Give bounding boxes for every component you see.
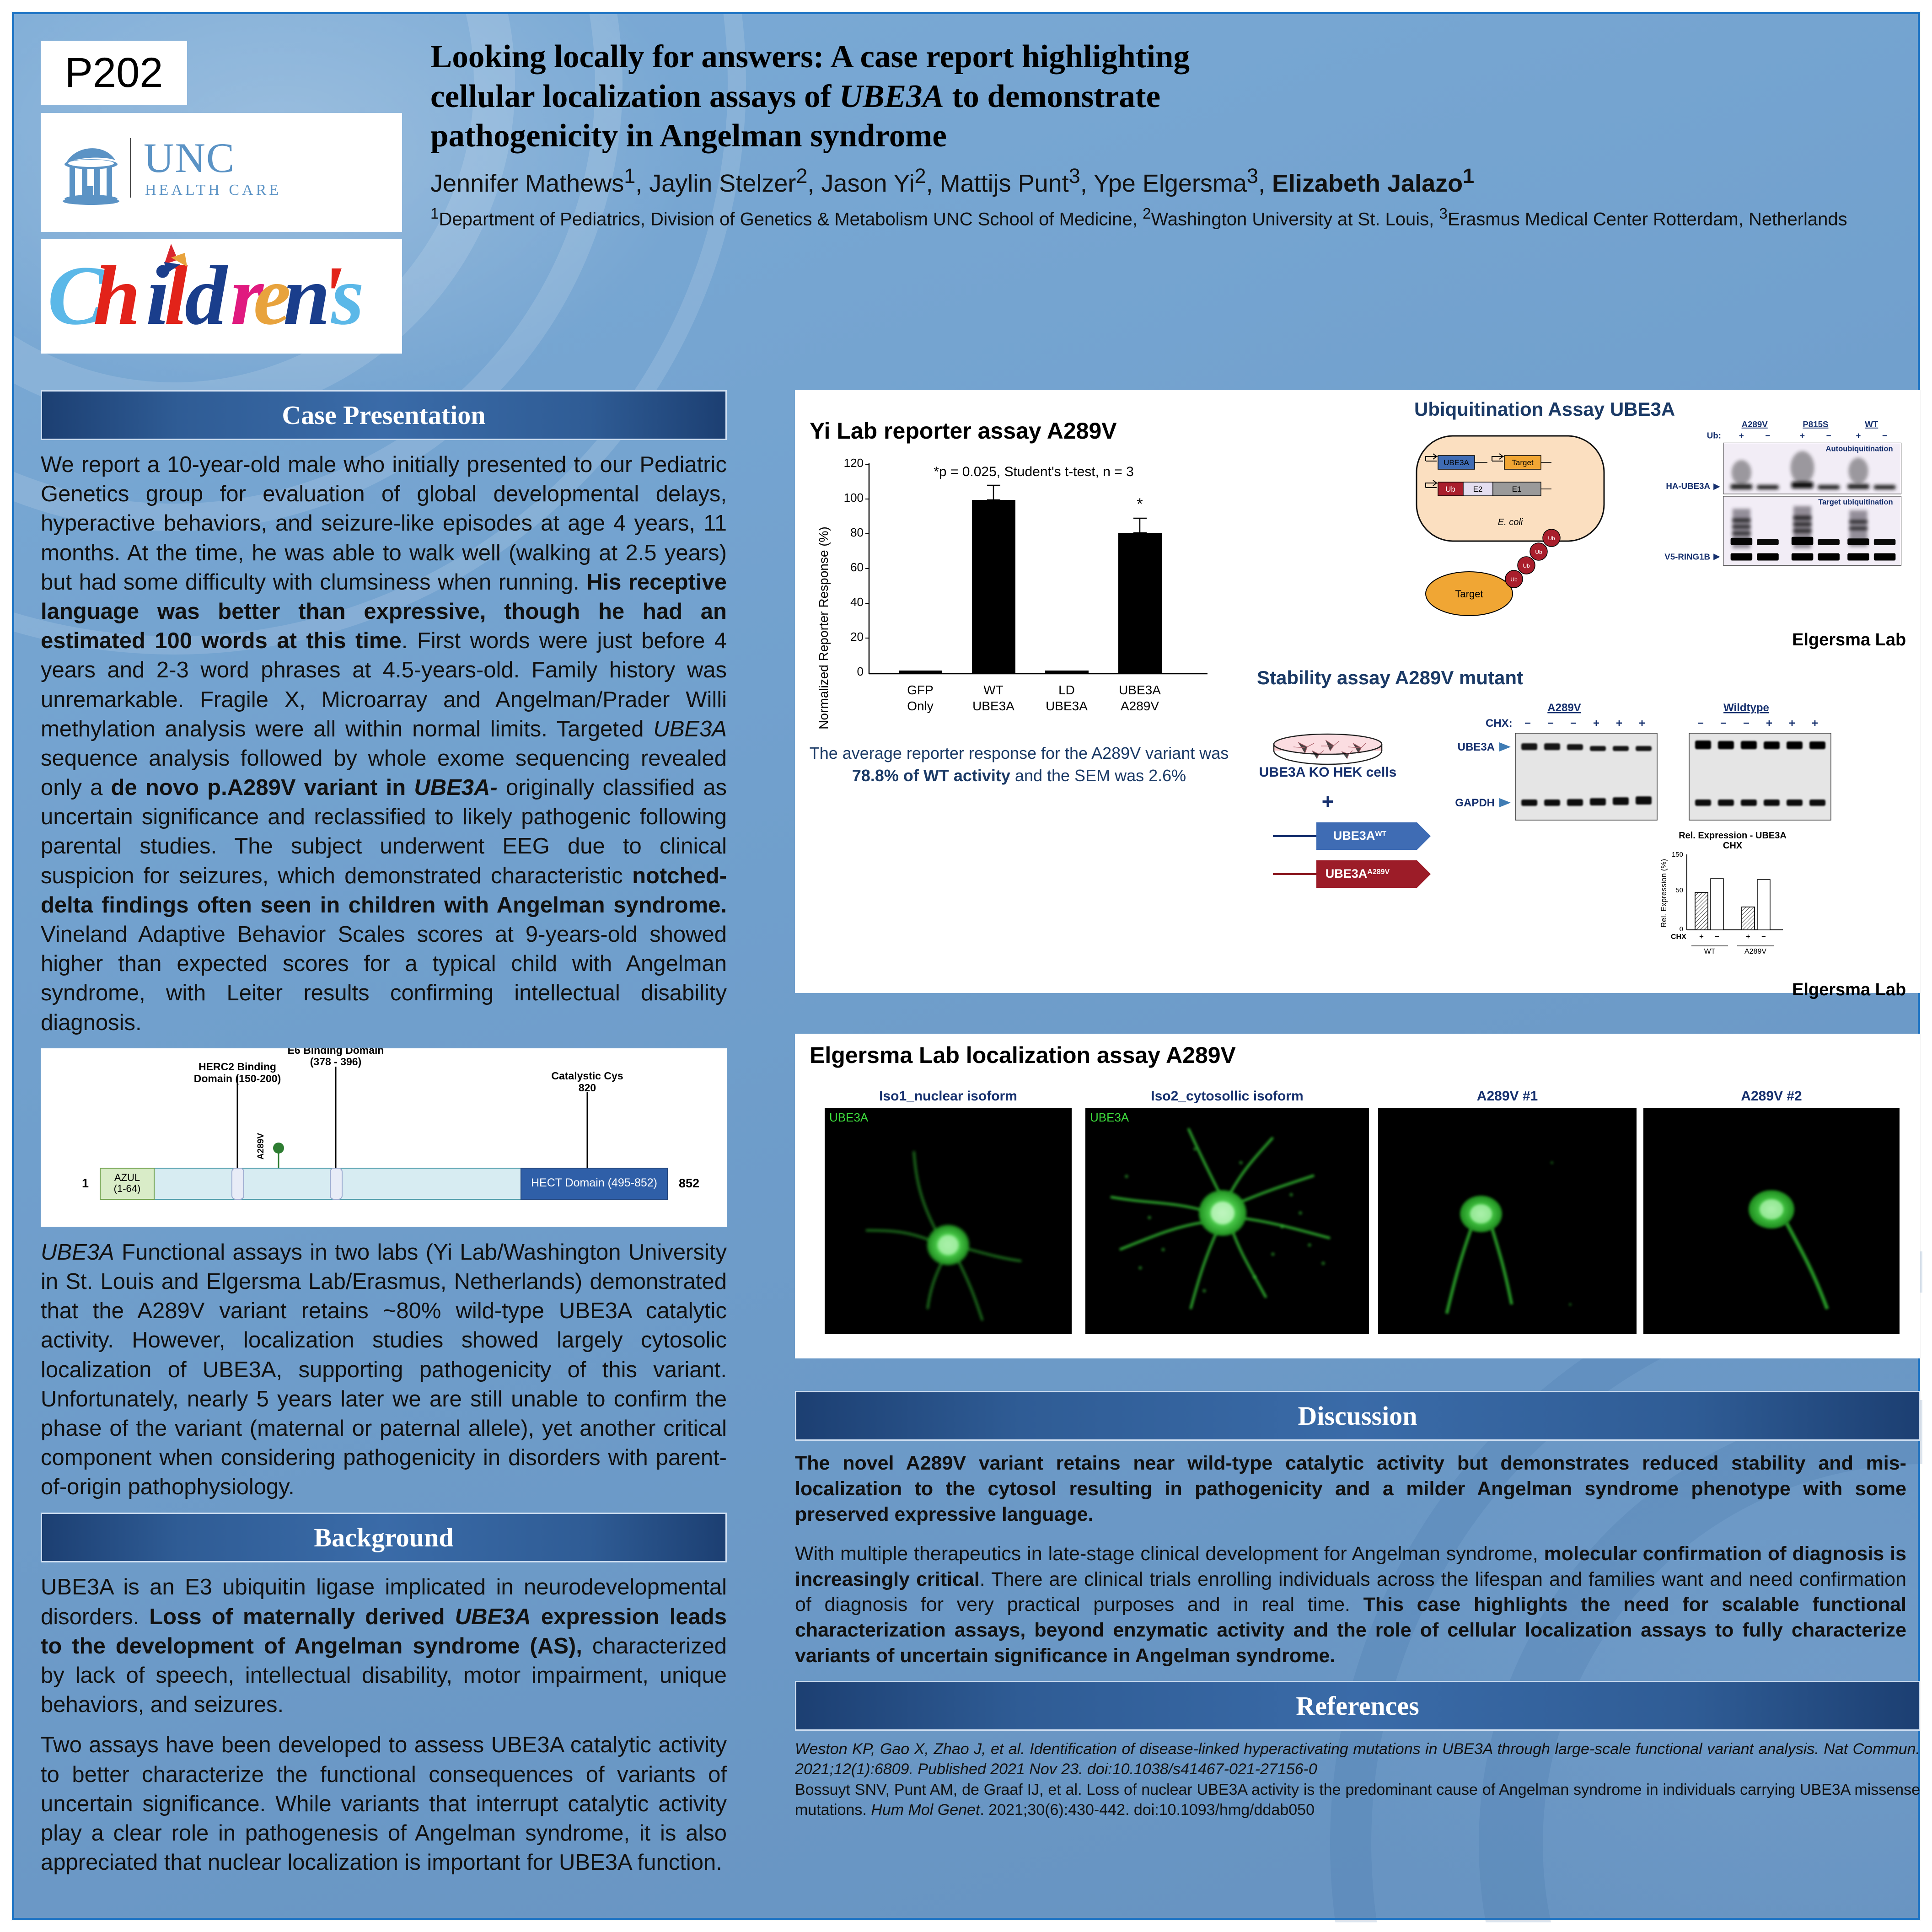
svg-text:Autoubiquitination: Autoubiquitination: [1826, 444, 1893, 453]
svg-text:Rel. Expression - UBE3A: Rel. Expression - UBE3A: [1679, 831, 1787, 841]
svg-text:Ub: Ub: [1523, 563, 1530, 569]
svg-text:*: *: [1137, 495, 1143, 513]
svg-text:+: +: [1739, 430, 1744, 440]
svg-text:UBE3A: UBE3A: [1458, 741, 1495, 753]
svg-text:WT: WT: [1865, 420, 1878, 429]
svg-text:Ub: Ub: [1535, 549, 1542, 555]
svg-text:Domain (150-200): Domain (150-200): [194, 1073, 281, 1084]
svg-text:WT: WT: [983, 683, 1004, 697]
svg-text:60: 60: [850, 560, 864, 574]
svg-text:GAPDH: GAPDH: [1455, 797, 1495, 809]
svg-text:+: +: [1639, 717, 1645, 730]
svg-text:CHX:: CHX:: [1486, 717, 1513, 730]
svg-text:−: −: [1697, 717, 1704, 730]
svg-text:V5-RING1B: V5-RING1B: [1664, 552, 1710, 561]
svg-text:−: −: [1761, 932, 1766, 941]
svg-text:CHX: CHX: [1671, 933, 1686, 941]
svg-text:A289V: A289V: [1742, 420, 1768, 429]
svg-text:E6 Binding Domain: E6 Binding Domain: [288, 1048, 384, 1056]
svg-text:A289V: A289V: [1744, 948, 1766, 955]
svg-text:*p = 0.025, Student's t-test,: *p = 0.025, Student's t-test, n = 3: [934, 464, 1134, 479]
svg-text:−: −: [1524, 717, 1531, 730]
svg-text:100: 100: [844, 491, 864, 504]
svg-text:+: +: [1800, 430, 1805, 440]
svg-text:+: +: [1322, 789, 1334, 813]
svg-text:−: −: [1882, 430, 1887, 440]
svg-text:+: +: [1789, 717, 1795, 730]
svg-text:0: 0: [1680, 925, 1683, 933]
svg-text:UBE3A: UBE3A: [1119, 683, 1161, 697]
svg-text:HA-UBE3A: HA-UBE3A: [1666, 481, 1710, 491]
svg-text:0: 0: [857, 665, 864, 678]
svg-text:+: +: [1766, 717, 1772, 730]
svg-text:Target ubiquitination: Target ubiquitination: [1818, 498, 1893, 506]
svg-text:Ub: Ub: [1548, 535, 1555, 542]
svg-text:+: +: [1699, 932, 1704, 941]
svg-text:Ub:: Ub:: [1707, 430, 1721, 440]
svg-text:Wildtype: Wildtype: [1723, 702, 1769, 714]
svg-text:P815S: P815S: [1803, 420, 1828, 429]
svg-text:Target: Target: [1512, 458, 1534, 467]
svg-text:LD: LD: [1058, 683, 1075, 697]
svg-text:E. coli: E. coli: [1498, 517, 1523, 527]
svg-text:HERC2 Binding: HERC2 Binding: [199, 1061, 276, 1073]
svg-text:Target: Target: [1455, 588, 1483, 600]
svg-text:150: 150: [1672, 851, 1683, 859]
svg-text:s: s: [331, 249, 364, 343]
svg-text:AZUL: AZUL: [114, 1172, 140, 1183]
svg-text:+: +: [1856, 430, 1861, 440]
svg-text:80: 80: [850, 526, 864, 539]
svg-text:−: −: [1720, 717, 1727, 730]
svg-text:852: 852: [679, 1176, 699, 1190]
svg-text:GFP: GFP: [907, 683, 934, 697]
svg-text:−: −: [1715, 932, 1719, 941]
svg-text:Ub: Ub: [1445, 485, 1455, 494]
svg-text:Only: Only: [907, 699, 934, 713]
svg-text:−: −: [1766, 430, 1771, 440]
svg-text:WT: WT: [1704, 948, 1716, 955]
svg-text:820: 820: [579, 1082, 596, 1094]
svg-text:CHX: CHX: [1723, 841, 1743, 851]
svg-text:120: 120: [844, 456, 864, 470]
svg-text:1: 1: [82, 1176, 89, 1190]
svg-text:50: 50: [1675, 886, 1683, 894]
svg-text:Catalystic Cys: Catalystic Cys: [551, 1070, 623, 1082]
svg-text:A289V: A289V: [1547, 702, 1581, 714]
svg-text:+: +: [1616, 717, 1622, 730]
svg-text:Normalized Reporter Response (: Normalized Reporter Response (%): [816, 526, 831, 729]
svg-text:−: −: [1547, 717, 1554, 730]
svg-text:20: 20: [850, 630, 864, 644]
svg-text:+: +: [1593, 717, 1599, 730]
svg-text:(378 - 396): (378 - 396): [310, 1056, 362, 1068]
svg-text:+: +: [1746, 932, 1750, 941]
svg-text:UBE3A: UBE3A: [1444, 458, 1469, 467]
svg-text:d: d: [185, 249, 228, 343]
svg-text:HECT Domain (495-852): HECT Domain (495-852): [531, 1176, 657, 1189]
svg-text:UBE3A KO HEK cells: UBE3A KO HEK cells: [1259, 765, 1397, 780]
svg-text:40: 40: [850, 595, 864, 609]
svg-text:Ub: Ub: [1510, 576, 1518, 583]
svg-text:A289V: A289V: [256, 1132, 266, 1159]
svg-text:−: −: [1743, 717, 1750, 730]
svg-text:−: −: [1826, 430, 1831, 440]
svg-text:Rel. Expression (%): Rel. Expression (%): [1659, 859, 1668, 928]
svg-text:A289V: A289V: [1121, 699, 1159, 713]
svg-text:E2: E2: [1473, 485, 1483, 494]
svg-text:UBE3A: UBE3A: [972, 699, 1014, 713]
svg-text:−: −: [1570, 717, 1577, 730]
svg-text:h: h: [93, 249, 140, 343]
svg-text:UBE3A: UBE3A: [1046, 699, 1088, 713]
svg-text:+: +: [1812, 717, 1818, 730]
svg-text:(1-64): (1-64): [114, 1183, 141, 1194]
svg-text:E1: E1: [1512, 485, 1522, 494]
